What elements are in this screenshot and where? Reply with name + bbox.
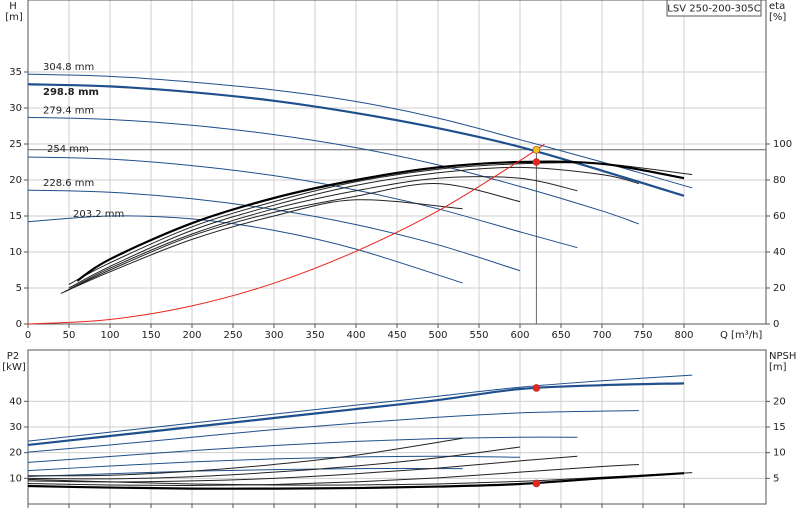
x-tick-label: 550 [469, 330, 488, 341]
curve [27, 215, 463, 284]
y2-axis-unit: [m] [769, 362, 787, 373]
y2-tick-label: 100 [773, 139, 792, 150]
y2-tick-label: 0 [773, 319, 779, 330]
plot-panel: 10 20 30 40 5 10 15 20 P2[kW] NPSH[m] [2, 349, 796, 508]
plot-frame [27, 349, 767, 505]
curve [27, 446, 521, 480]
y2-tick-label: 80 [773, 175, 786, 186]
y-axis-unit: [kW] [2, 362, 26, 373]
x-tick-label: 100 [100, 330, 119, 341]
y2-tick-label: 40 [773, 247, 786, 258]
y2-tick-label: 20 [773, 283, 786, 294]
y2-axis-label: eta [769, 1, 785, 12]
y-tick-label: 10 [9, 473, 22, 484]
y-tick-label: 20 [9, 448, 22, 459]
title-box [666, 0, 762, 17]
curve [27, 116, 640, 225]
curve [27, 468, 463, 478]
y-tick-label: 30 [9, 103, 22, 114]
operating-point [532, 384, 541, 392]
curve [27, 156, 578, 249]
y-axis-label: H [9, 1, 17, 12]
curve [27, 189, 521, 272]
y-axis-unit: [m] [5, 12, 23, 23]
x-tick-label: 700 [592, 330, 611, 341]
curve [27, 463, 639, 487]
x-tick-label: 800 [674, 330, 693, 341]
x-tick-label: 350 [305, 330, 324, 341]
curve [27, 410, 639, 453]
chart-title: LSV 250-200-305C [667, 4, 760, 15]
curve-label: 279.4 mm [43, 105, 94, 116]
curve [27, 374, 693, 442]
plot-panel: 0 50 100 150 200 250 300 350 400 450 500 550 600 650 7… [5, 0, 792, 341]
curve [60, 199, 463, 294]
y2-tick-label: 15 [773, 422, 786, 433]
curve [27, 455, 578, 483]
curve-label: 254 mm [47, 144, 89, 155]
curve-label: 228.6 mm [43, 178, 94, 189]
y2-tick-label: 60 [773, 211, 786, 222]
y-tick-label: 25 [9, 139, 22, 150]
x-tick-label: 400 [346, 330, 365, 341]
y-tick-label: 30 [9, 422, 22, 433]
y-axis-label: P2 [7, 351, 19, 362]
y-tick-label: 20 [9, 175, 22, 186]
operating-point [532, 158, 541, 166]
curve [64, 176, 578, 293]
y-tick-label: 35 [9, 67, 22, 78]
curve [27, 382, 685, 447]
x-axis-label: Q [m³/h] [720, 330, 762, 341]
x-tick-label: 250 [223, 330, 242, 341]
operating-point [532, 479, 541, 488]
curve [68, 166, 640, 289]
curve-label: 203.2 mm [73, 209, 124, 220]
x-tick-label: 150 [141, 330, 160, 341]
y2-axis-label: NPSH [769, 351, 796, 362]
curve [64, 183, 521, 293]
x-tick-label: 650 [551, 330, 570, 341]
y2-tick-label: 5 [773, 473, 779, 484]
curve [27, 472, 685, 490]
y-tick-label: 15 [9, 211, 22, 222]
x-tick-label: 500 [428, 330, 447, 341]
curve [76, 160, 685, 282]
x-tick-label: 200 [182, 330, 201, 341]
curve [27, 143, 545, 325]
y-tick-label: 40 [9, 396, 22, 407]
curve [27, 73, 693, 189]
y2-axis-unit: [%] [769, 12, 786, 23]
x-tick-label: 0 [25, 330, 31, 341]
x-tick-label: 450 [387, 330, 406, 341]
x-tick-label: 50 [63, 330, 76, 341]
operating-point [532, 145, 541, 154]
curve [27, 455, 521, 472]
x-tick-label: 750 [633, 330, 652, 341]
y-tick-label: 10 [9, 247, 22, 258]
x-tick-label: 600 [510, 330, 529, 341]
curve [27, 472, 693, 486]
x-tick-label: 300 [264, 330, 283, 341]
y2-tick-label: 20 [773, 396, 786, 407]
plots: 0 50 100 150 200 250 300 350 400 450 500 550 600 650 7… [2, 0, 796, 508]
y2-tick-label: 10 [773, 448, 786, 459]
curve-label: 298.8 mm [43, 87, 99, 98]
plot-frame [27, 0, 767, 325]
curve-label: 304.8 mm [43, 62, 94, 73]
y-tick-label: 0 [16, 319, 22, 330]
curve [27, 437, 463, 477]
curve [27, 436, 578, 463]
y-tick-label: 5 [16, 283, 22, 294]
